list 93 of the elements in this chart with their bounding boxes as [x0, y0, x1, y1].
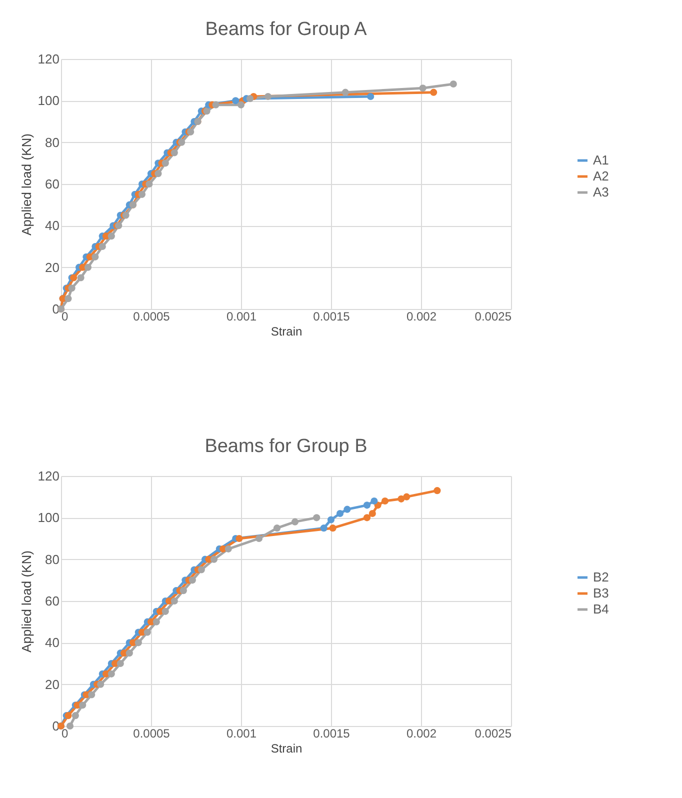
point [237, 101, 245, 108]
point [92, 253, 99, 260]
legend-label: A1 [593, 152, 609, 168]
point [434, 487, 441, 494]
y-axis-title: Applied load (KN) [18, 134, 34, 236]
point [180, 587, 187, 594]
x-tick-label: 0.0015 [313, 726, 350, 740]
y-tick-label: 40 [45, 635, 60, 650]
point [344, 506, 351, 513]
point [232, 97, 240, 104]
x-axis-title: Strain [270, 324, 302, 338]
point [419, 84, 426, 92]
y-tick-label: 20 [45, 676, 60, 692]
point [320, 524, 328, 532]
point [212, 101, 220, 108]
point [336, 510, 344, 518]
point [88, 691, 96, 698]
point [381, 497, 389, 505]
point [97, 680, 104, 688]
y-tick-label: 100 [38, 510, 60, 526]
point [162, 608, 169, 615]
point [126, 650, 133, 657]
x-tick-label: 0.0005 [133, 726, 170, 740]
point [84, 264, 92, 271]
y-axis-title: Applied load (KN) [18, 550, 34, 652]
x-tick-label: 0.001 [226, 310, 257, 324]
point [154, 170, 162, 178]
point [430, 88, 438, 96]
point [162, 160, 169, 167]
point [368, 510, 376, 518]
x-tick-label: 0 [62, 310, 68, 324]
point [224, 545, 232, 552]
point [363, 502, 371, 509]
point [363, 514, 371, 522]
y-tick-label: 80 [45, 552, 60, 567]
point [198, 566, 205, 574]
point [108, 670, 115, 678]
point [138, 190, 146, 198]
y-tick-label: 120 [38, 52, 60, 66]
point [79, 702, 86, 709]
point [108, 232, 115, 240]
point [170, 149, 178, 156]
point [144, 628, 151, 636]
x-tick-label: 0.002 [406, 310, 437, 324]
point [77, 274, 84, 282]
point [273, 524, 281, 532]
point [246, 95, 254, 102]
point [152, 618, 160, 626]
x-axis-title: Strain [270, 742, 302, 756]
x-tick-label: 0.0025 [474, 726, 512, 740]
point [367, 92, 374, 100]
y-tick-label: 60 [45, 176, 60, 192]
point [188, 576, 196, 584]
point [146, 180, 153, 188]
legend-label: B2 [593, 570, 609, 584]
x-tick-label: 0.0015 [313, 310, 350, 324]
y-tick-label: 80 [45, 134, 60, 150]
y-tick-label: 60 [45, 594, 60, 608]
x-tick-label: 0.002 [406, 726, 437, 740]
point [255, 534, 263, 542]
point [450, 80, 457, 88]
point [64, 295, 72, 302]
x-tick-label: 0.0005 [133, 310, 170, 324]
x-tick-label: 0.0025 [474, 310, 512, 324]
point [236, 534, 243, 542]
chart-title: Beams for Group B [204, 436, 368, 457]
legend-label: B3 [593, 586, 609, 600]
point [170, 597, 178, 605]
y-tick-label: 100 [38, 93, 60, 108]
point [116, 660, 124, 668]
point [98, 242, 106, 250]
point [72, 712, 79, 720]
point [313, 514, 320, 522]
y-tick-label: 20 [45, 260, 60, 275]
x-tick-label: 0 [62, 726, 68, 740]
y-tick-label: 40 [45, 218, 60, 234]
legend-label: A2 [593, 168, 609, 184]
legend-label: B4 [593, 602, 609, 616]
point [264, 92, 272, 100]
point [66, 722, 74, 730]
point [370, 497, 378, 505]
point [329, 524, 336, 532]
chart-title: Beams for Group A [205, 19, 368, 40]
point [327, 516, 335, 524]
legend-label: A3 [593, 184, 609, 200]
point [210, 556, 218, 563]
point [68, 284, 76, 292]
point [342, 88, 349, 96]
y-tick-label: 120 [38, 468, 60, 484]
x-tick-label: 0.001 [226, 726, 257, 740]
point [134, 639, 142, 646]
point [403, 493, 410, 500]
point [291, 518, 299, 526]
